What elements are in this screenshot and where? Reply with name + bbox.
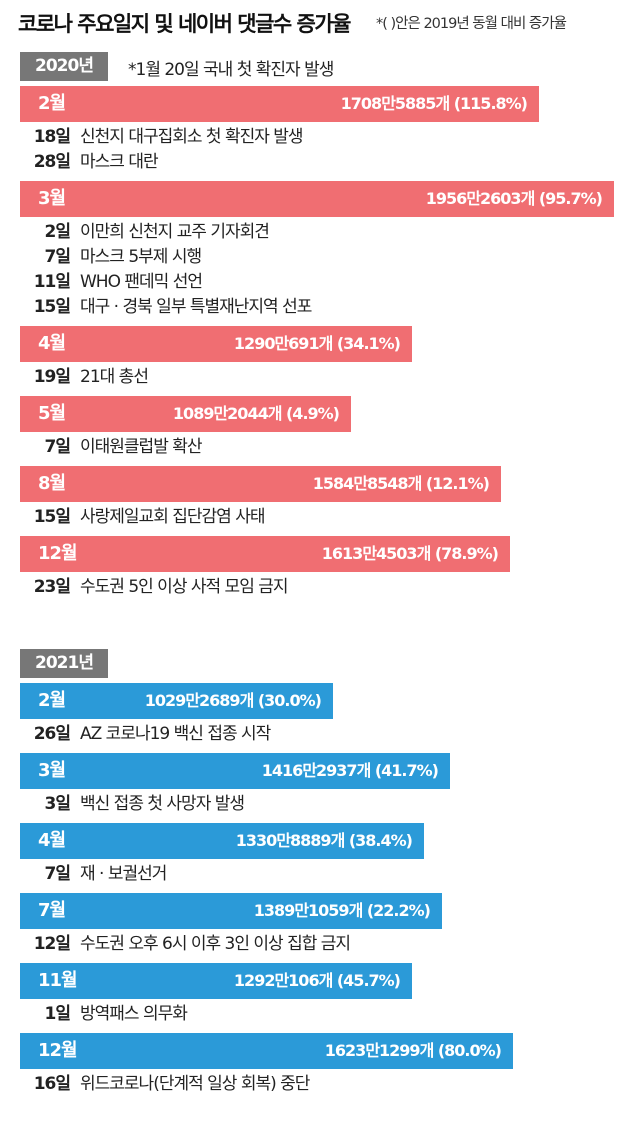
event-row: 15일 사랑제일교회 집단감염 사태 <box>0 505 640 530</box>
month-bar: 12월 1613만4503개 (78.9%) <box>20 536 510 572</box>
year-note: *1월 20일 국내 첫 확진자 발생 <box>128 60 334 80</box>
chart-title: 코로나 주요일지 및 네이버 댓글수 증가율 <box>18 12 352 36</box>
bar-value-label: 1613만4503개 (78.9%) <box>321 544 499 563</box>
bar-month-label: 3월 <box>38 188 66 209</box>
bar-value-label: 1290만691개 (34.1%) <box>233 334 401 353</box>
bar-month-label: 2월 <box>38 690 66 711</box>
event-day: 7일 <box>44 247 71 267</box>
year-label: 2021년 <box>20 649 108 678</box>
month-bar: 5월 1089만2044개 (4.9%) <box>20 396 351 432</box>
bar-value-label: 1584만8548개 (12.1%) <box>312 474 490 493</box>
event-text: 이만희 신천지 교주 기자회견 <box>80 222 270 242</box>
event-text: 마스크 대란 <box>80 152 159 172</box>
bar-month-label: 4월 <box>38 830 66 851</box>
event-row: 26일 AZ 코로나19 백신 접종 시작 <box>0 722 640 747</box>
event-text: 방역패스 의무화 <box>80 1004 188 1024</box>
event-day: 2일 <box>44 222 71 242</box>
event-row: 12일 수도권 오후 6시 이후 3인 이상 집합 금지 <box>0 932 640 957</box>
event-text: 대구 · 경북 일부 특별재난지역 선포 <box>80 297 312 317</box>
event-day: 1일 <box>44 1004 71 1024</box>
chart-note: *( )안은 2019년 동월 대비 증가율 <box>376 16 567 32</box>
event-day: 16일 <box>33 1074 71 1094</box>
chart-header: 코로나 주요일지 및 네이버 댓글수 증가율 *( )안은 2019년 동월 대… <box>0 0 640 40</box>
bar-month-label: 2월 <box>38 93 66 114</box>
month-bar: 11월 1292만106개 (45.7%) <box>20 963 412 999</box>
bar-month-label: 11월 <box>38 970 78 991</box>
bar-value-label: 1389만1059개 (22.2%) <box>253 901 431 920</box>
event-text: AZ 코로나19 백신 접종 시작 <box>80 724 271 744</box>
month-bar: 3월 1956만2603개 (95.7%) <box>20 181 614 217</box>
bar-value-label: 1416만2937개 (41.7%) <box>261 761 439 780</box>
event-day: 15일 <box>33 507 71 527</box>
event-row: 1일 방역패스 의무화 <box>0 1002 640 1027</box>
event-row: 28일 마스크 대란 <box>0 150 640 175</box>
year-label: 2020년 <box>20 52 108 81</box>
event-row: 7일 재 · 보궐선거 <box>0 862 640 887</box>
event-text: 21대 총선 <box>80 367 149 387</box>
event-row: 7일 이태원클럽발 확산 <box>0 435 640 460</box>
month-bar: 2월 1029만2689개 (30.0%) <box>20 683 333 719</box>
event-row: 2일 이만희 신천지 교주 기자회견 <box>0 220 640 245</box>
event-day: 18일 <box>33 127 71 147</box>
event-text: 재 · 보궐선거 <box>80 864 167 884</box>
event-text: 수도권 오후 6시 이후 3인 이상 집합 금지 <box>80 934 351 954</box>
event-text: 이태원클럽발 확산 <box>80 437 203 457</box>
bar-value-label: 1089만2044개 (4.9%) <box>172 404 340 423</box>
event-row: 15일 대구 · 경북 일부 특별재난지역 선포 <box>0 295 640 320</box>
event-day: 7일 <box>44 864 71 884</box>
event-row: 7일 마스크 5부제 시행 <box>0 245 640 270</box>
bar-value-label: 1708만5885개 (115.8%) <box>340 94 528 113</box>
bar-month-label: 12월 <box>38 1040 78 1061</box>
event-day: 3일 <box>44 794 71 814</box>
event-day: 15일 <box>33 297 71 317</box>
event-text: 위드코로나(단계적 일상 회복) 중단 <box>80 1074 310 1094</box>
month-bar: 4월 1330만8889개 (38.4%) <box>20 823 424 859</box>
bar-month-label: 5월 <box>38 403 66 424</box>
event-text: 수도권 5인 이상 사적 모임 금지 <box>80 577 289 597</box>
bar-value-label: 1292만106개 (45.7%) <box>233 971 401 990</box>
bar-value-label: 1956만2603개 (95.7%) <box>425 189 603 208</box>
event-row: 19일 21대 총선 <box>0 365 640 390</box>
event-day: 19일 <box>33 367 71 387</box>
bar-month-label: 7월 <box>38 900 66 921</box>
event-text: 마스크 5부제 시행 <box>80 247 202 267</box>
bar-month-label: 4월 <box>38 333 66 354</box>
event-day: 26일 <box>33 724 71 744</box>
event-text: 신천지 대구집회소 첫 확진자 발생 <box>80 127 304 147</box>
bar-value-label: 1330만8889개 (38.4%) <box>235 831 413 850</box>
bar-value-label: 1029만2689개 (30.0%) <box>144 691 322 710</box>
bar-month-label: 8월 <box>38 473 66 494</box>
event-text: 사랑제일교회 집단감염 사태 <box>80 507 265 527</box>
month-bar: 8월 1584만8548개 (12.1%) <box>20 466 501 502</box>
event-day: 11일 <box>33 272 71 292</box>
bar-month-label: 3월 <box>38 760 66 781</box>
month-bar: 3월 1416만2937개 (41.7%) <box>20 753 450 789</box>
event-row: 23일 수도권 5인 이상 사적 모임 금지 <box>0 575 640 600</box>
event-row: 11일 WHO 팬데믹 선언 <box>0 270 640 295</box>
event-row: 3일 백신 접종 첫 사망자 발생 <box>0 792 640 817</box>
month-bar: 4월 1290만691개 (34.1%) <box>20 326 412 362</box>
event-day: 28일 <box>33 152 71 172</box>
event-text: 백신 접종 첫 사망자 발생 <box>80 794 245 814</box>
event-text: WHO 팬데믹 선언 <box>80 272 203 292</box>
bar-value-label: 1623만1299개 (80.0%) <box>324 1041 502 1060</box>
event-day: 7일 <box>44 437 71 457</box>
event-row: 18일 신천지 대구집회소 첫 확진자 발생 <box>0 125 640 150</box>
event-day: 23일 <box>33 577 71 597</box>
month-bar: 7월 1389만1059개 (22.2%) <box>20 893 442 929</box>
event-row: 16일 위드코로나(단계적 일상 회복) 중단 <box>0 1072 640 1097</box>
month-bar: 12월 1623만1299개 (80.0%) <box>20 1033 513 1069</box>
month-bar: 2월 1708만5885개 (115.8%) <box>20 86 539 122</box>
bar-month-label: 12월 <box>38 543 78 564</box>
event-day: 12일 <box>33 934 71 954</box>
